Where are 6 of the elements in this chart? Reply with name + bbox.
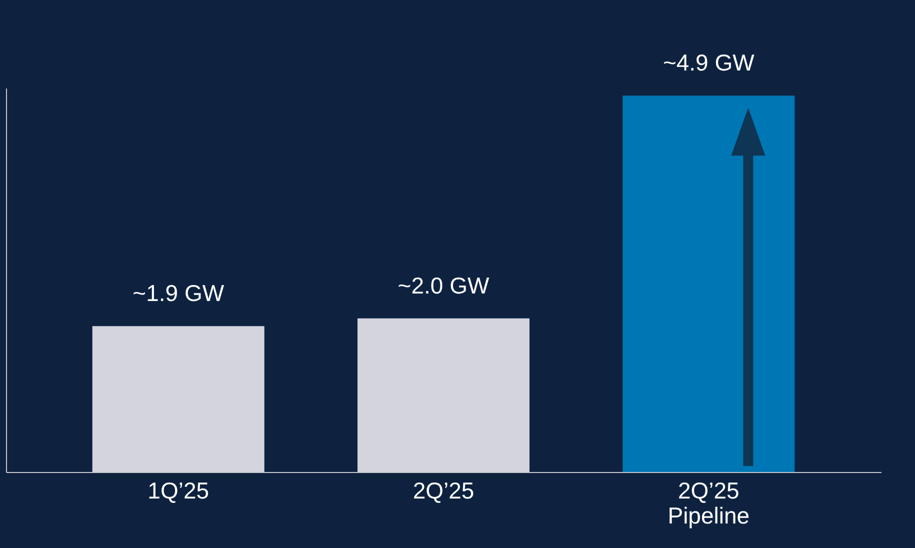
data-label: ~2.0 GW	[398, 272, 490, 298]
x-tick-label: 2Q’25	[412, 478, 474, 504]
data-label: ~1.9 GW	[132, 280, 224, 306]
x-tick-label: 2Q’25 Pipeline	[668, 478, 750, 528]
data-label: ~4.9 GW	[662, 50, 755, 76]
x-tick-label: 1Q’25	[148, 478, 210, 504]
